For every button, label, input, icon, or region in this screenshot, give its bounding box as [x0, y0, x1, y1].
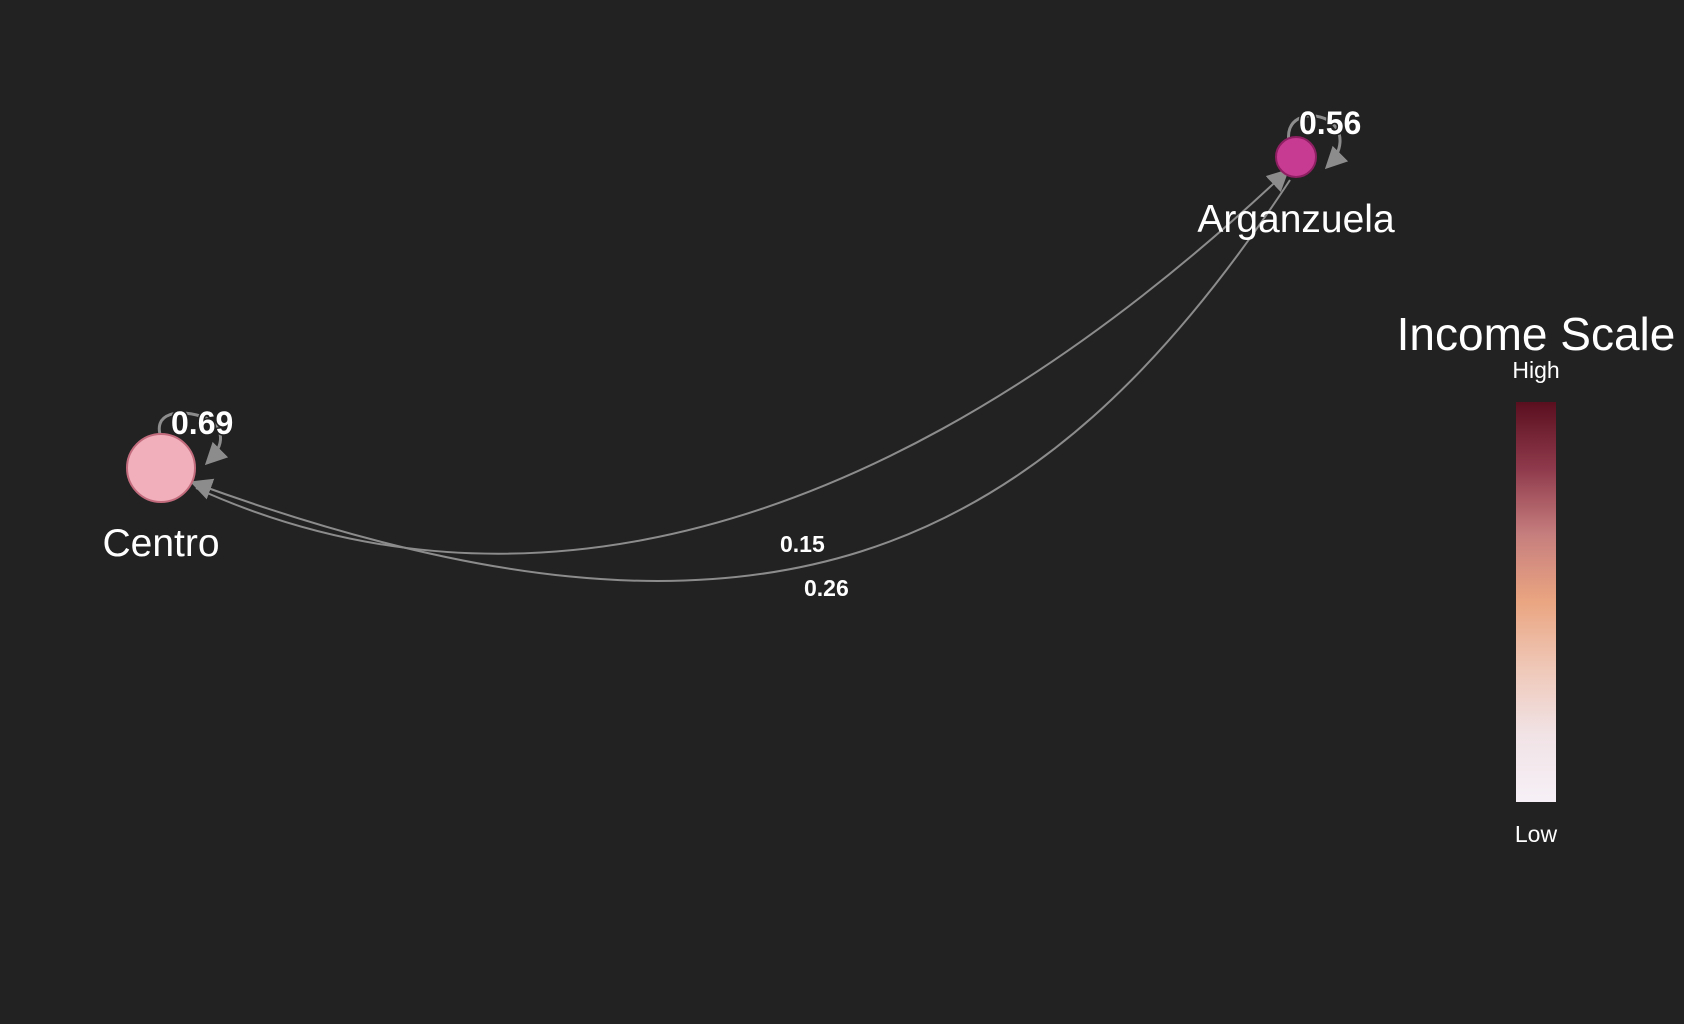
- node-arganzuela[interactable]: 0.56 Arganzuela: [1197, 104, 1395, 242]
- edge-label-centro-arganzuela: 0.15: [780, 531, 825, 557]
- edge-centro-to-arganzuela[interactable]: [195, 168, 1290, 555]
- self-loop-arganzuela: [1287, 114, 1349, 170]
- legend-title: Income Scale: [1397, 308, 1676, 360]
- node-label-centro: Centro: [102, 522, 219, 565]
- self-loop-label-arganzuela: 0.56: [1299, 105, 1361, 141]
- node-centro[interactable]: 0.69 Centro: [102, 404, 234, 566]
- self-loop-centro: [157, 411, 229, 466]
- node-label-arganzuela: Arganzuela: [1197, 198, 1395, 241]
- node-circle-arganzuela[interactable]: [1275, 136, 1317, 178]
- legend-color-bar: [1516, 402, 1556, 802]
- legend-high-label: High: [1512, 357, 1559, 383]
- income-legend: Income Scale High Low: [1397, 308, 1676, 847]
- edge-label-arganzuela-centro: 0.26: [804, 575, 849, 601]
- self-loop-label-centro: 0.69: [171, 405, 233, 441]
- legend-low-label: Low: [1515, 821, 1558, 847]
- node-circle-centro[interactable]: [126, 433, 196, 503]
- edge-arganzuela-to-centro[interactable]: [189, 179, 1291, 583]
- edges: 0.15 0.26: [189, 168, 1291, 603]
